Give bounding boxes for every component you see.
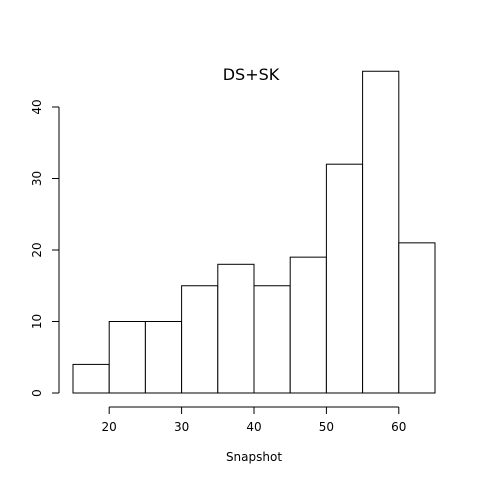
chart-title: DS+SK <box>223 65 280 84</box>
histogram-bar-4 <box>217 263 255 394</box>
histogram-bar-5 <box>253 285 291 394</box>
histogram-bar-0 <box>72 363 110 394</box>
y-tick-label-0: 0 <box>30 389 44 397</box>
bars-group <box>72 70 436 394</box>
y-tick-label-3: 30 <box>30 171 44 186</box>
x-tick-label-1: 30 <box>174 420 189 434</box>
y-tick-label-1: 10 <box>30 314 44 329</box>
histogram-bar-6 <box>289 256 327 394</box>
x-tick-label-3: 50 <box>319 420 334 434</box>
x-tick-label-4: 60 <box>391 420 406 434</box>
x-axis: 20 30 40 50 60 <box>102 406 406 434</box>
y-axis: 0 10 20 30 40 <box>30 99 60 397</box>
histogram-bar-2 <box>144 321 183 394</box>
histogram-bar-3 <box>181 285 219 394</box>
x-tick-label-0: 20 <box>102 420 117 434</box>
histogram-bar-1 <box>108 321 146 394</box>
x-tick-label-2: 40 <box>246 420 261 434</box>
histogram-bar-8 <box>362 70 400 394</box>
histogram-bar-7 <box>325 163 364 394</box>
y-tick-label-2: 20 <box>30 242 44 257</box>
x-axis-label: Snapshot <box>226 450 282 464</box>
histogram-bar-9 <box>398 242 436 394</box>
y-tick-label-4: 40 <box>30 99 44 114</box>
